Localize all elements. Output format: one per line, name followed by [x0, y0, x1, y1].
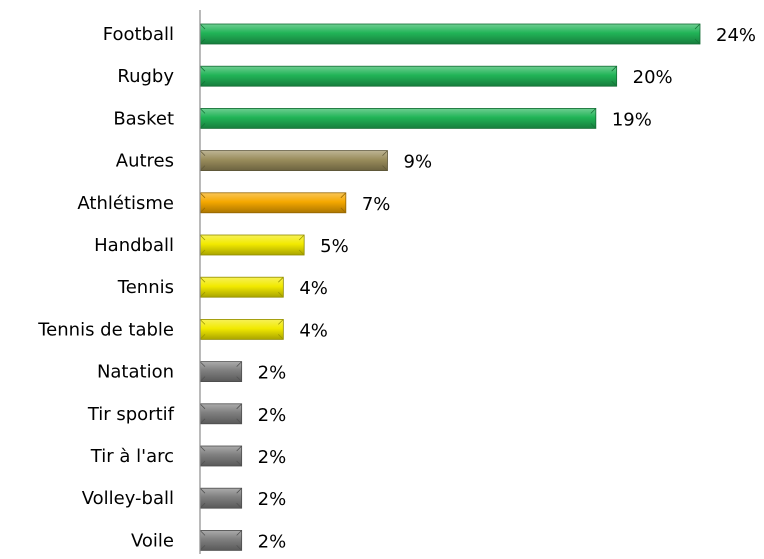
bar-natation: [199, 361, 243, 383]
value-label: 24%: [716, 25, 756, 46]
bar-tennis-de-table: [199, 318, 284, 340]
category-label: Autres: [116, 151, 174, 172]
value-label: 2%: [258, 531, 287, 552]
bars-layer: [199, 23, 701, 551]
bar-rugby: [199, 65, 618, 87]
bar-tir-sportif: [199, 403, 243, 425]
bar-bevel: [199, 403, 242, 425]
category-label: Natation: [97, 362, 174, 383]
labels-layer: Football 24% Rugby 20% Basket 19% Autres 9% Athl…: [37, 24, 756, 552]
category-label: Athlétisme: [77, 193, 174, 214]
bar-voile: [199, 530, 243, 551]
bar-bevel: [199, 192, 347, 214]
bar-autres: [199, 150, 388, 172]
bar-bevel: [199, 65, 617, 87]
value-label: 7%: [362, 194, 391, 215]
category-label: Basket: [113, 108, 174, 129]
value-label: 9%: [404, 152, 433, 173]
bar-volley-ball: [199, 487, 243, 509]
bar-bevel: [199, 319, 284, 340]
category-label: Volley-ball: [82, 488, 174, 509]
bar-basket: [199, 108, 597, 129]
bar-bevel: [199, 108, 597, 129]
bar-bevel: [199, 276, 284, 298]
value-label: 20%: [633, 67, 673, 88]
value-label: 2%: [258, 489, 287, 510]
bar-football: [199, 23, 701, 45]
value-label: 4%: [299, 278, 328, 299]
bar-bevel: [199, 234, 305, 256]
bar-bevel: [199, 530, 242, 551]
category-label: Tennis de table: [37, 319, 174, 340]
category-label: Voile: [131, 530, 174, 551]
bar-athl-tisme: [199, 192, 347, 214]
bar-tennis: [199, 276, 284, 298]
category-label: Rugby: [117, 66, 174, 87]
bar-bevel: [199, 361, 242, 382]
bar-bevel: [199, 487, 242, 509]
bar-handball: [199, 234, 305, 256]
bar-bevel: [199, 23, 701, 45]
bar-bevel: [199, 445, 242, 467]
category-label: Tennis: [117, 277, 174, 298]
category-label: Tir à l'arc: [90, 446, 174, 467]
bar-bevel: [199, 150, 388, 171]
value-label: 4%: [299, 320, 328, 341]
category-label: Handball: [94, 235, 174, 256]
bar-tir-l-arc: [199, 445, 243, 467]
value-label: 19%: [612, 109, 652, 130]
category-label: Tir sportif: [87, 404, 175, 425]
value-label: 5%: [320, 236, 349, 257]
value-label: 2%: [258, 447, 287, 468]
value-label: 2%: [258, 405, 287, 426]
category-label: Football: [103, 24, 174, 45]
value-label: 2%: [258, 363, 287, 384]
